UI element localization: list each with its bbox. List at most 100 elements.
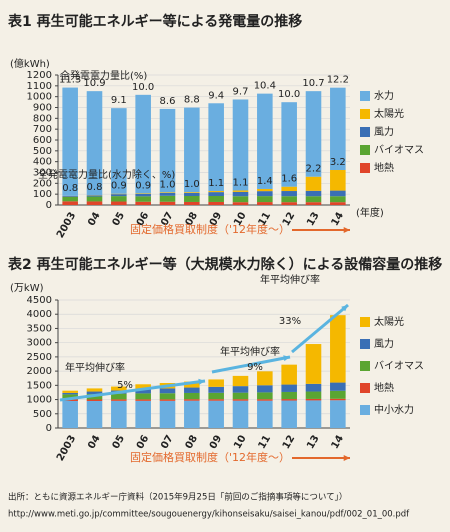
- growth-label: 年平均伸び率: [65, 361, 125, 374]
- bar-segment: [62, 87, 78, 196]
- bar-segment: [184, 399, 200, 401]
- y-tick-label: 500: [33, 409, 52, 420]
- bar-segment: [159, 400, 176, 428]
- bar-segment: [281, 202, 297, 205]
- bar-segment: [305, 400, 322, 428]
- chart-title: 表1 再生可能エネルギー等による発電量の推移: [7, 13, 302, 30]
- bar-segment: [184, 192, 200, 197]
- policy-note: 固定価格買取制度（'12年度～）: [130, 450, 290, 464]
- bar-segment: [305, 176, 322, 191]
- bar-segment: [62, 399, 78, 401]
- bar-segment: [305, 202, 322, 205]
- ratio-label: 9.4: [208, 90, 224, 101]
- bar-segment: [86, 400, 103, 428]
- y-axis-label: (万kW): [10, 283, 44, 294]
- bar-segment: [159, 399, 176, 401]
- bar-segment: [330, 170, 346, 191]
- bar-segment: [111, 108, 127, 194]
- bar-segment: [281, 196, 297, 203]
- legend-swatch: [360, 91, 370, 101]
- bar-segment: [62, 394, 78, 400]
- ratio-label: 9.1: [111, 95, 127, 106]
- ratio-non-hydro-label: 0.9: [135, 180, 151, 191]
- bar-segment: [135, 193, 151, 197]
- bar-segment: [330, 390, 346, 399]
- bar-segment: [232, 375, 249, 387]
- bar-segment: [208, 379, 224, 387]
- bar-segment: [208, 201, 224, 205]
- bar-segment: [208, 386, 224, 393]
- ratio-label: 11.3: [59, 75, 81, 86]
- bar-segment: [159, 192, 176, 193]
- ratio-non-hydro-label: 2.2: [306, 164, 322, 175]
- bar-segment: [184, 392, 200, 400]
- bar-segment: [111, 196, 127, 202]
- ratio-label: 10.9: [83, 78, 105, 89]
- legend-swatch: [360, 361, 370, 371]
- arrow-head: [343, 454, 350, 462]
- y-tick-label: 2500: [27, 352, 52, 363]
- bar-segment: [232, 399, 249, 401]
- bar-segment: [281, 384, 297, 392]
- bar-segment: [330, 400, 346, 428]
- bar-segment: [111, 400, 127, 428]
- arrow-head: [198, 378, 205, 385]
- bar-segment: [330, 87, 346, 171]
- y-tick-label: 1500: [27, 380, 52, 391]
- bar-segment: [111, 393, 127, 400]
- growth-label: 年平均伸び率: [260, 273, 320, 286]
- bar-segment: [281, 186, 297, 192]
- y-axis-label: (億kWh): [10, 57, 50, 70]
- bar-segment: [305, 196, 322, 203]
- legend-label: 地熱: [374, 161, 394, 174]
- bar-segment: [135, 201, 151, 205]
- bar-segment: [281, 102, 297, 187]
- bar-segment: [111, 201, 127, 205]
- y-tick-label: 500: [33, 146, 52, 157]
- y-tick-label: 800: [33, 113, 52, 124]
- bar-segment: [257, 196, 273, 203]
- ratio-non-hydro-label: 1.4: [257, 176, 273, 187]
- ratio-label: 10.7: [302, 78, 324, 89]
- y-tick-label: 1200: [27, 70, 52, 81]
- source-url: http://www.meti.go.jp/committee/sougouen…: [8, 510, 410, 520]
- bar-segment: [62, 196, 78, 197]
- bar-segment: [86, 195, 103, 197]
- growth-label: 年平均伸び率: [220, 345, 280, 358]
- bar-segment: [208, 103, 224, 192]
- bar-segment: [232, 386, 249, 393]
- bar-segment: [257, 400, 273, 428]
- bar-segment: [184, 107, 200, 193]
- bar-segment: [305, 398, 322, 401]
- y-tick-label: 200: [33, 178, 52, 189]
- x-axis-label: (年度): [356, 206, 384, 219]
- bar-segment: [184, 201, 200, 205]
- ratio-non-hydro-label: 1.6: [281, 174, 297, 185]
- ratio-label: 10.0: [278, 89, 300, 100]
- bar-segment: [257, 392, 273, 400]
- bar-segment: [305, 391, 322, 399]
- legend-swatch: [360, 145, 370, 155]
- y-tick-label: 900: [33, 103, 52, 114]
- y-tick-label: 1000: [27, 92, 52, 103]
- bar-segment: [159, 108, 176, 193]
- bar-segment: [184, 381, 200, 388]
- y-tick-label: 1100: [27, 81, 52, 92]
- bar-segment: [257, 399, 273, 401]
- bar-segment: [184, 387, 200, 393]
- bar-segment: [86, 391, 103, 395]
- bar-segment: [257, 191, 273, 197]
- legend-swatch: [360, 127, 370, 137]
- bar-segment: [330, 202, 346, 205]
- bar-segment: [257, 371, 273, 386]
- bar-segment: [232, 202, 249, 205]
- bar-segment: [232, 400, 249, 428]
- ratio-non-hydro-label: 0.8: [87, 182, 103, 193]
- bar-segment: [257, 385, 273, 393]
- bar-segment: [208, 196, 224, 202]
- ratio-non-hydro-title: 全発電電力量比(水力除く、%): [38, 168, 175, 181]
- ratio-non-hydro-label: 1.1: [208, 178, 224, 189]
- ratio-non-hydro-label: 1.0: [184, 179, 200, 190]
- y-tick-label: 3500: [27, 323, 52, 334]
